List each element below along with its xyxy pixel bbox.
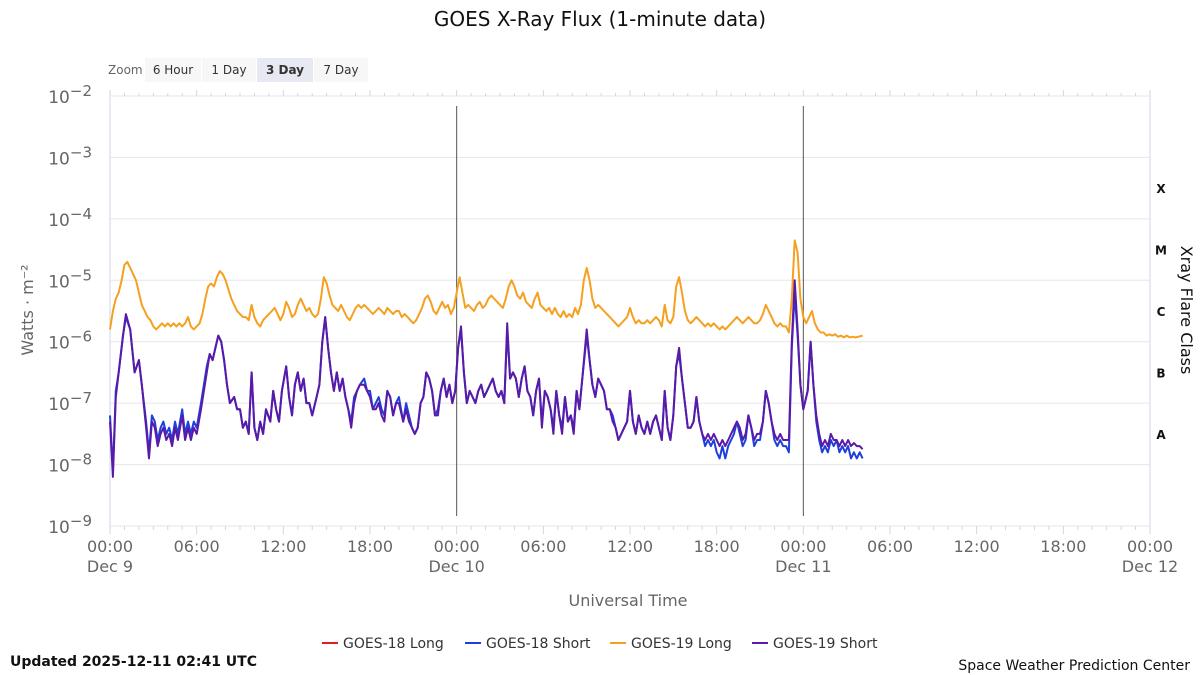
- zoom-button-label: 7 Day: [323, 63, 358, 77]
- y-tick-label: 10−6: [48, 328, 92, 354]
- x-tick-label: 00:00: [434, 537, 480, 556]
- flare-class-label: M: [1155, 244, 1167, 258]
- zoom-button-bg: [257, 58, 313, 82]
- y-tick-label: 10−8: [48, 451, 92, 477]
- y2-axis-label: Xray Flare Class: [1177, 246, 1196, 375]
- zoom-button-3-day[interactable]: 3 Day: [257, 58, 313, 82]
- legend-label: GOES-19 Long: [631, 636, 732, 652]
- y-tick-label: 10−7: [48, 389, 92, 415]
- flare-class-label: X: [1156, 182, 1166, 196]
- legend-label: GOES-18 Short: [486, 636, 591, 652]
- x-tick-label: 12:00: [954, 537, 1000, 556]
- zoom-button-bg: [202, 58, 256, 82]
- y-tick-label: 10−9: [48, 512, 92, 538]
- legend-item-goes-19-long[interactable]: GOES-19 Long: [610, 636, 732, 652]
- series-goes-19-short: [109, 279, 864, 478]
- x-date-label: Dec 11: [775, 557, 831, 576]
- series-goes-19-long: [109, 239, 863, 339]
- y-axis-label: Watts · m⁻²: [18, 264, 37, 355]
- x-axis-label: Universal Time: [568, 591, 687, 610]
- x-date-label: Dec 12: [1122, 557, 1178, 576]
- zoom-button-1-day[interactable]: 1 Day: [202, 58, 256, 82]
- updated-timestamp: Updated 2025-12-11 02:41 UTC: [10, 654, 257, 670]
- x-tick-label: 12:00: [607, 537, 653, 556]
- chart-title: GOES X-Ray Flux (1-minute data): [434, 7, 766, 31]
- zoom-label: Zoom: [108, 63, 143, 77]
- x-tick-label: 06:00: [174, 537, 220, 556]
- x-tick-label: 18:00: [1040, 537, 1086, 556]
- x-tick-label: 00:00: [1127, 537, 1173, 556]
- x-tick-label: 18:00: [694, 537, 740, 556]
- flare-class-label: A: [1156, 428, 1166, 442]
- x-date-label: Dec 10: [428, 557, 484, 576]
- legend-label: GOES-19 Short: [773, 636, 878, 652]
- x-tick-label: 12:00: [260, 537, 306, 556]
- x-tick-label: 00:00: [87, 537, 133, 556]
- legend-item-goes-18-short[interactable]: GOES-18 Short: [465, 636, 591, 652]
- x-tick-label: 18:00: [347, 537, 393, 556]
- y-tick-label: 10−3: [48, 143, 92, 169]
- axes: 10−210−310−410−510−610−710−810−900:00Dec…: [48, 82, 1178, 576]
- zoom-button-bg: [314, 58, 368, 82]
- legend-item-goes-19-short[interactable]: GOES-19 Short: [752, 636, 878, 652]
- zoom-controls: Zoom 6 Hour 1 Day 3 Day 7 Day: [108, 58, 368, 82]
- zoom-button-bg: [145, 58, 201, 82]
- legend-item-goes-18-long[interactable]: GOES-18 Long: [322, 636, 444, 652]
- y-tick-label: 10−4: [48, 205, 92, 231]
- y-tick-label: 10−5: [48, 266, 92, 292]
- y-tick-label: 10−2: [48, 82, 92, 108]
- series-lines: [109, 239, 864, 478]
- legend: GOES-18 Long GOES-18 Short GOES-19 Long GOE…: [322, 636, 878, 652]
- zoom-button-7-day[interactable]: 7 Day: [314, 58, 368, 82]
- x-tick-label: 06:00: [867, 537, 913, 556]
- x-tick-label: 00:00: [780, 537, 826, 556]
- x-date-label: Dec 9: [87, 557, 133, 576]
- x-tick-label: 06:00: [520, 537, 566, 556]
- zoom-button-label: 1 Day: [211, 63, 246, 77]
- flare-class-label: C: [1157, 305, 1166, 319]
- zoom-button-6-hour[interactable]: 6 Hour: [145, 58, 201, 82]
- zoom-button-label: 3 Day: [266, 63, 304, 77]
- credit-text: Space Weather Prediction Center: [958, 658, 1190, 674]
- zoom-button-label: 6 Hour: [153, 63, 193, 77]
- flare-class-label: B: [1156, 366, 1165, 380]
- legend-label: GOES-18 Long: [343, 636, 444, 652]
